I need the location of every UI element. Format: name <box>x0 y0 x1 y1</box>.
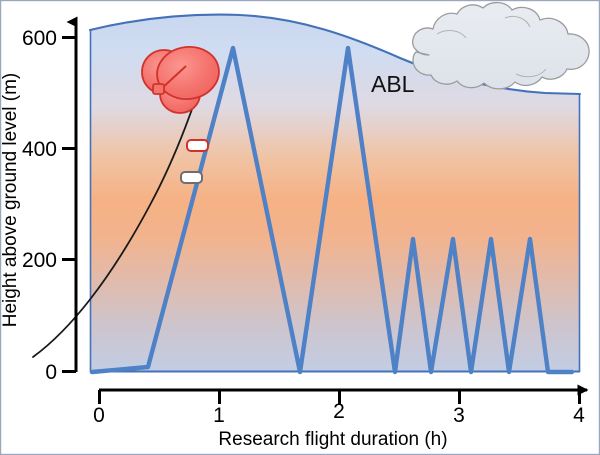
x-tick-label-2: 2 <box>333 400 345 423</box>
y-axis-title: Height above ground level (m) <box>0 73 21 328</box>
instrument-package-upper <box>186 139 209 152</box>
y-tick-label-400: 400 <box>22 138 57 161</box>
y-tick-label-600: 600 <box>22 27 57 50</box>
x-tick-label-0: 0 <box>93 404 105 427</box>
x-tick-label-3: 3 <box>453 404 465 427</box>
cloud-icon <box>412 1 590 90</box>
x-tick-label-4: 4 <box>573 404 585 427</box>
flight-profile-line <box>89 45 575 375</box>
abl-top-boundary <box>88 13 582 96</box>
y-axis: 600 400 200 0 Height above ground level … <box>0 16 78 384</box>
balloon-main-body <box>156 45 220 101</box>
helikite-balloon <box>141 45 220 114</box>
abl-annotation-label: ABL <box>371 71 415 97</box>
y-tick-label-0: 0 <box>45 361 57 384</box>
x-axis-title: Research flight duration (h) <box>218 429 447 450</box>
balloon-keel-box <box>152 83 165 95</box>
y-tick-label-200: 200 <box>22 249 57 272</box>
balloon-ascent-path <box>32 94 198 358</box>
x-tick-label-1: 1 <box>213 404 225 427</box>
instrument-package-lower <box>180 171 203 184</box>
x-axis: 0 1 2 3 4 Research flight duration (h) <box>93 384 589 450</box>
